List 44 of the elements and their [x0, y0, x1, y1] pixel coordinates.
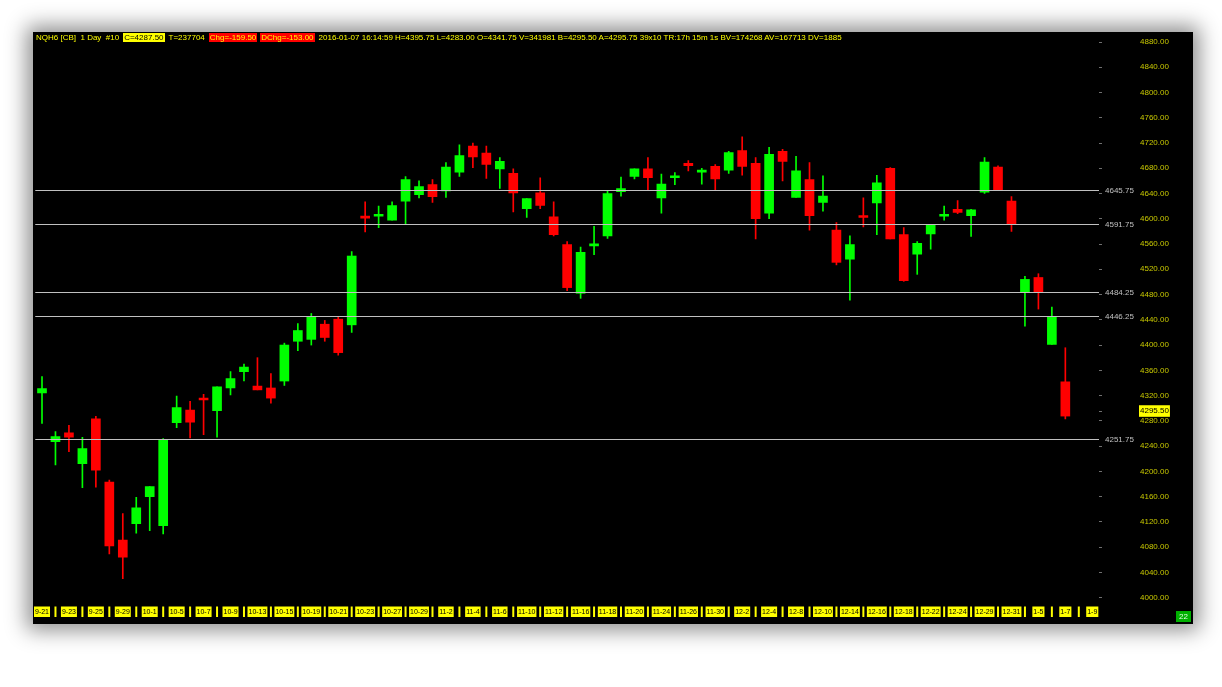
annotation: Chg=-159.50: [208, 33, 258, 42]
y-tick-label: 4720.00: [1140, 138, 1170, 148]
annotation: DChg=-153.00: [260, 33, 315, 42]
candlestick: [37, 376, 47, 424]
y-tick-label: 4000.00: [1140, 592, 1170, 602]
y-tick-label: 4480.00: [1140, 289, 1170, 299]
ref-line-label: 4484.25: [1105, 287, 1135, 297]
y-tick-label: 4800.00: [1140, 87, 1170, 97]
y-tick-label: 4680.00: [1140, 163, 1170, 173]
y-tick-label: 4760.00: [1140, 112, 1170, 122]
y-tick-label: 4560.00: [1140, 239, 1170, 249]
ref-line-label: 4251.75: [1105, 434, 1135, 444]
annotation: C=4287.50: [123, 33, 165, 42]
ref-line-label: 4645.75: [1105, 185, 1135, 195]
y-tick-label: 4400.00: [1140, 340, 1170, 350]
text: 22: [1176, 611, 1191, 622]
y-tick-label: 4240.00: [1140, 441, 1170, 451]
y-tick-label: 4440.00: [1140, 315, 1170, 324]
annotation: T=237704: [167, 33, 206, 42]
y-tick-label: 4040.00: [1140, 567, 1170, 577]
y-tick-label: 4160.00: [1140, 491, 1170, 501]
candlestick: [670, 172, 680, 186]
y-tick-label: 4640.00: [1140, 188, 1170, 198]
y-tick-label: 4080.00: [1140, 542, 1170, 552]
candlestick: [845, 235, 855, 301]
candlestick: [939, 205, 949, 221]
y-tick-label: 4880.00: [1140, 37, 1170, 47]
y-tick-label: 4320.00: [1140, 390, 1170, 400]
y-tick-label: 4120.00: [1140, 517, 1170, 527]
annotation: 2016-01-07 16:14:59 H=4395.75 L=4283.00 O=4341.75 V=341981 B=4295.50 A=4295.75 39x10 TR:17h 15m 1s BV=174268 AV=167713 DV=1885: [317, 33, 843, 42]
candlestick: [966, 208, 976, 237]
y-tick-label: 4295.50: [1140, 406, 1170, 416]
y-tick-label: 4200.00: [1140, 466, 1170, 476]
ref-line-label: 4446.25: [1105, 311, 1135, 321]
candlestick: [144, 486, 155, 532]
candlestick: [818, 175, 828, 212]
y-tick-label: 4360.00: [1140, 365, 1170, 375]
y-tick-label: 4280.00: [1140, 416, 1170, 426]
annotation: NQH6 [CB] 1 Day #10: [35, 33, 121, 42]
ref-line-label: 4591.75: [1105, 219, 1135, 229]
y-tick-label: 4840.00: [1140, 62, 1170, 72]
y-tick-label: 4520.00: [1140, 264, 1170, 274]
candlestick: [494, 157, 505, 189]
y-tick-label: 4600.00: [1140, 213, 1170, 223]
